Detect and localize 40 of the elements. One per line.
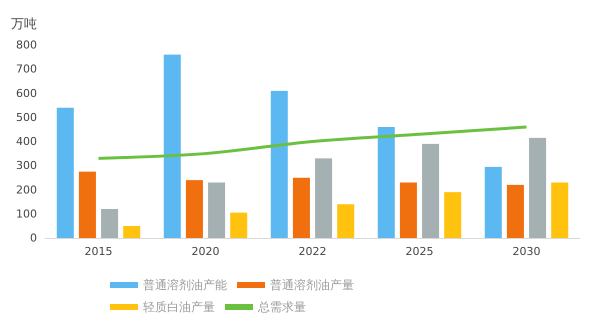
legend-label: 普通溶剂油产量	[270, 278, 354, 292]
bar	[56, 108, 74, 238]
bar	[506, 184, 524, 238]
bar	[230, 212, 248, 238]
y-tick-label: 600	[16, 86, 37, 100]
bar	[292, 178, 310, 238]
bar	[101, 209, 118, 238]
bar	[400, 182, 417, 238]
bar	[78, 172, 96, 238]
y-tick-label: 300	[16, 159, 37, 172]
bar	[315, 158, 332, 238]
y-axis-title: 万吨	[11, 17, 37, 32]
y-tick-label: 100	[16, 207, 37, 220]
x-tick-label: 2030	[512, 245, 540, 258]
y-tick-label: 400	[16, 135, 37, 148]
legend-label: 轻质白油产量	[143, 300, 215, 314]
y-tick-label: 500	[16, 110, 37, 124]
x-tick-label: 2022	[298, 245, 326, 258]
bar	[186, 180, 203, 238]
bar	[551, 182, 568, 238]
bar	[484, 166, 502, 238]
bar	[270, 90, 288, 238]
bar	[378, 127, 395, 238]
y-tick-label: 800	[16, 38, 37, 52]
bar	[337, 204, 354, 238]
legend-label: 总需求量	[257, 300, 306, 314]
x-tick-label: 2015	[84, 245, 112, 258]
x-tick-label: 2025	[406, 245, 434, 258]
x-tick-label: 2020	[192, 245, 220, 258]
bar	[208, 182, 226, 238]
y-tick-label: 700	[16, 62, 37, 76]
bar	[123, 226, 140, 238]
bar	[444, 192, 462, 238]
bar	[164, 54, 181, 238]
bar	[422, 144, 440, 238]
y-tick-label: 0	[30, 232, 37, 244]
bar	[529, 138, 546, 238]
legend-label: 普通溶剂油产能	[143, 278, 227, 292]
line-series	[97, 126, 528, 160]
y-tick-label: 200	[16, 183, 37, 196]
